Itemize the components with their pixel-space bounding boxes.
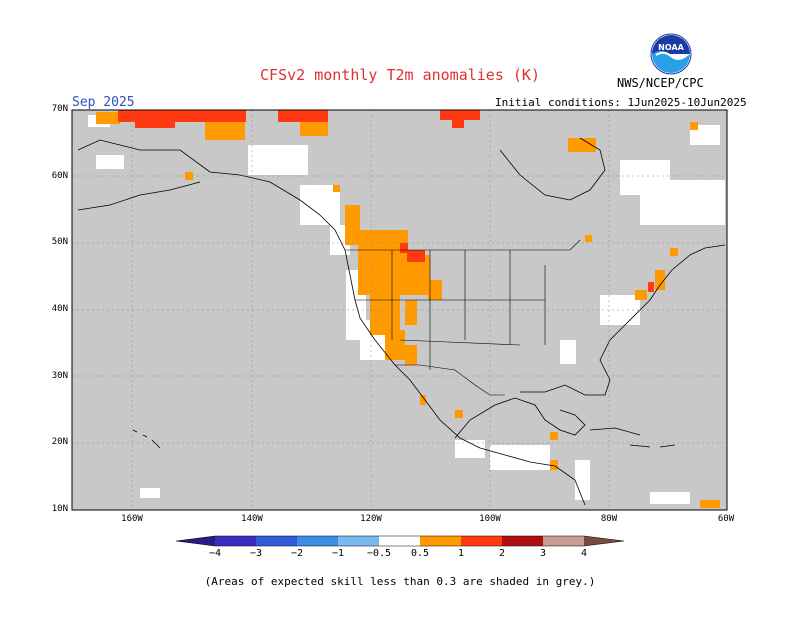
political-borders (345, 239, 581, 396)
caribbean-islands (589, 427, 676, 448)
colorbar-label: 3 (539, 548, 547, 559)
lon-label-80w: 80W (600, 514, 618, 524)
colorbar-label: −3 (249, 548, 263, 559)
hawaii-islands (132, 429, 161, 449)
lon-label-160w: 160W (121, 514, 143, 524)
colorbar-label: 1 (457, 548, 465, 559)
colorbar-label: −1 (331, 548, 345, 559)
lat-label-50n: 50N (51, 237, 68, 247)
target-month-label: Sep 2025 (72, 95, 135, 110)
colorbar-label: 4 (580, 548, 588, 559)
colorbar-label: 2 (498, 548, 506, 559)
skill-footnote: (Areas of expected skill less than 0.3 a… (204, 575, 596, 588)
lat-label-60n: 60N (51, 171, 68, 181)
logo-text: NOAA (658, 43, 684, 52)
warm-anomaly-areas (96, 112, 720, 508)
lat-lon-grid (72, 110, 727, 510)
lon-label-60w: 60W (717, 514, 735, 524)
noaa-logo-icon: NOAA (650, 33, 692, 75)
hot-anomaly-areas (118, 110, 654, 292)
lat-label-10n: 10N (51, 504, 68, 514)
map-title: CFSv2 monthly T2m anomalies (K) (260, 66, 540, 84)
colorbar-label: −4 (208, 548, 222, 559)
agency-label: NWS/NCEP/CPC (617, 76, 704, 90)
lat-label-20n: 20N (51, 437, 68, 447)
map-frame (71, 109, 728, 511)
lon-label-120w: 120W (360, 514, 382, 524)
colorbar (175, 535, 625, 547)
colorbar-label: 0.5 (410, 548, 430, 559)
lat-label-70n: 70N (51, 104, 68, 114)
lon-label-140w: 140W (241, 514, 263, 524)
lat-label-30n: 30N (51, 371, 68, 381)
initial-conditions-label: Initial conditions: 1Jun2025-10Jun2025 (495, 96, 747, 109)
hudson-bay-outline (499, 137, 606, 201)
colorbar-label: −2 (290, 548, 304, 559)
lat-label-40n: 40N (51, 304, 68, 314)
colorbar-label: −0.5 (366, 548, 392, 559)
lon-label-100w: 100W (479, 514, 501, 524)
north-america-coastline (77, 139, 726, 506)
